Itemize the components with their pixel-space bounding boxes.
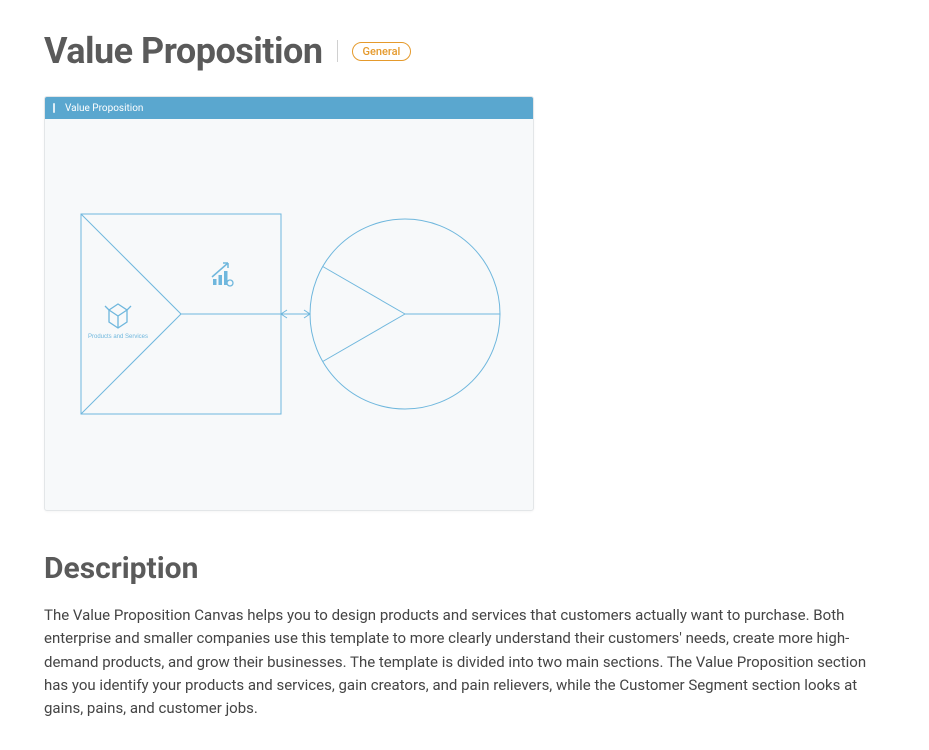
description-text: The Value Proposition Canvas helps you t… [44,604,884,720]
title-row: Value Proposition General [44,30,885,72]
canvas-header-title: Value Proposition [65,103,143,114]
canvas-body: Products and Services [45,119,533,510]
canvas-header: Value Proposition [45,97,533,119]
title-divider [337,40,338,62]
page-title: Value Proposition [44,30,323,72]
description-heading: Description [44,551,885,586]
category-tag[interactable]: General [352,42,412,61]
menu-icon [53,103,55,113]
canvas-preview-card: Value Proposition Products and Services [44,96,534,511]
products-services-label: Products and Services [88,334,148,340]
